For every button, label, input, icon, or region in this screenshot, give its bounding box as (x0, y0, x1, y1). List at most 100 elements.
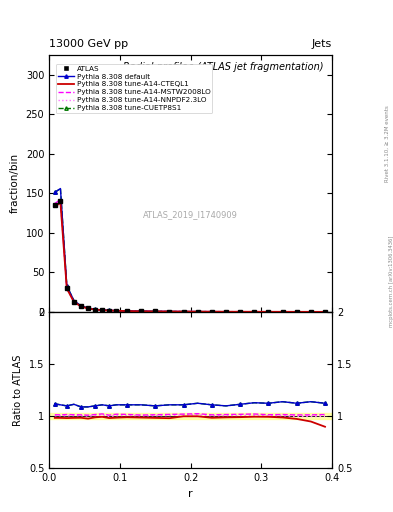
Bar (49, 413, 332, 419)
Text: ATLAS_2019_I1740909: ATLAS_2019_I1740909 (143, 210, 238, 219)
Text: Rivet 3.1.10, ≥ 3.2M events: Rivet 3.1.10, ≥ 3.2M events (385, 105, 389, 182)
Pythia 8.308 tune-A14-CTEQL1 (167, 308, 172, 314)
Pythia 8.308 tune-A14-MSTW2008LO (100, 307, 105, 313)
Pythia 8.308 tune-A14-MSTW2008LO (93, 307, 97, 313)
Pythia 8.308 tune-A14-MSTW2008LO (224, 309, 228, 315)
Pythia 8.308 default (294, 309, 299, 315)
Pythia 8.308 tune-A14-NNPDF2.3LO (72, 298, 76, 305)
Pythia 8.308 tune-CUETP8S1 (280, 309, 285, 315)
ATLAS (238, 309, 242, 315)
Pythia 8.308 tune-A14-MSTW2008LO (252, 309, 257, 315)
Pythia 8.308 tune-A14-CTEQL1 (238, 309, 242, 315)
Pythia 8.308 default (114, 308, 119, 314)
Pythia 8.308 tune-CUETP8S1 (139, 308, 143, 314)
Pythia 8.308 tune-A14-CTEQL1 (294, 309, 299, 315)
Pythia 8.308 tune-CUETP8S1 (153, 308, 158, 314)
Text: Jets: Jets (312, 38, 332, 49)
Pythia 8.308 tune-A14-CTEQL1 (72, 298, 76, 305)
Pythia 8.308 default (238, 309, 242, 315)
Pythia 8.308 tune-CUETP8S1 (309, 309, 313, 315)
Pythia 8.308 tune-A14-NNPDF2.3LO (52, 201, 57, 207)
Pythia 8.308 tune-A14-NNPDF2.3LO (195, 309, 200, 315)
ATLAS (309, 309, 313, 315)
Pythia 8.308 tune-CUETP8S1 (252, 309, 257, 315)
Pythia 8.308 tune-A14-NNPDF2.3LO (58, 197, 63, 203)
Pythia 8.308 tune-A14-CTEQL1 (181, 309, 186, 315)
Pythia 8.308 default (52, 189, 57, 196)
Pythia 8.308 tune-A14-NNPDF2.3LO (209, 309, 214, 315)
Pythia 8.308 tune-A14-NNPDF2.3LO (252, 309, 257, 315)
Pythia 8.308 tune-A14-NNPDF2.3LO (181, 309, 186, 315)
Pythia 8.308 tune-A14-NNPDF2.3LO (309, 309, 313, 315)
Legend: ATLAS, Pythia 8.308 default, Pythia 8.308 tune-A14-CTEQL1, Pythia 8.308 tune-A14: ATLAS, Pythia 8.308 default, Pythia 8.30… (55, 63, 213, 113)
Pythia 8.308 tune-A14-CTEQL1 (323, 309, 327, 315)
Pythia 8.308 tune-A14-MSTW2008LO (72, 298, 76, 305)
Line: Pythia 8.308 tune-A14-CTEQL1: Pythia 8.308 tune-A14-CTEQL1 (55, 203, 325, 312)
ATLAS (266, 309, 271, 315)
Pythia 8.308 tune-CUETP8S1 (209, 309, 214, 315)
Pythia 8.308 tune-A14-MSTW2008LO (294, 309, 299, 315)
Pythia 8.308 tune-A14-MSTW2008LO (323, 309, 327, 315)
Pythia 8.308 default (209, 309, 214, 315)
Pythia 8.308 default (72, 297, 76, 304)
Pythia 8.308 tune-CUETP8S1 (52, 189, 57, 196)
Pythia 8.308 tune-A14-CTEQL1 (64, 286, 69, 292)
Pythia 8.308 tune-A14-MSTW2008LO (86, 305, 90, 311)
Pythia 8.308 tune-A14-NNPDF2.3LO (79, 303, 83, 309)
Pythia 8.308 tune-A14-MSTW2008LO (195, 309, 200, 315)
Y-axis label: Ratio to ATLAS: Ratio to ATLAS (13, 354, 23, 426)
Pythia 8.308 default (224, 309, 228, 315)
ATLAS (252, 309, 257, 315)
ATLAS (58, 198, 63, 204)
Pythia 8.308 default (266, 309, 271, 315)
ATLAS (139, 308, 143, 314)
Pythia 8.308 tune-A14-MSTW2008LO (58, 197, 63, 203)
Pythia 8.308 tune-CUETP8S1 (224, 309, 228, 315)
Pythia 8.308 tune-CUETP8S1 (107, 307, 112, 313)
Pythia 8.308 default (167, 308, 172, 314)
ATLAS (167, 308, 172, 314)
Pythia 8.308 tune-A14-CTEQL1 (195, 309, 200, 315)
Pythia 8.308 tune-A14-NNPDF2.3LO (266, 309, 271, 315)
ATLAS (79, 303, 83, 309)
Pythia 8.308 default (153, 308, 158, 314)
Pythia 8.308 tune-CUETP8S1 (167, 308, 172, 314)
Pythia 8.308 tune-A14-CTEQL1 (93, 307, 97, 313)
ATLAS (181, 309, 186, 315)
Pythia 8.308 tune-A14-MSTW2008LO (266, 309, 271, 315)
Pythia 8.308 default (125, 308, 129, 314)
ATLAS (224, 309, 228, 315)
Pythia 8.308 default (86, 305, 90, 311)
Pythia 8.308 default (64, 283, 69, 289)
Pythia 8.308 tune-A14-CTEQL1 (139, 308, 143, 314)
Pythia 8.308 tune-CUETP8S1 (181, 308, 186, 314)
Pythia 8.308 default (100, 307, 105, 313)
Pythia 8.308 tune-A14-CTEQL1 (209, 309, 214, 315)
Pythia 8.308 tune-A14-NNPDF2.3LO (153, 308, 158, 314)
ATLAS (93, 307, 97, 313)
Pythia 8.308 tune-CUETP8S1 (93, 306, 97, 312)
Pythia 8.308 default (139, 308, 143, 314)
ATLAS (52, 202, 57, 208)
Pythia 8.308 tune-A14-NNPDF2.3LO (294, 309, 299, 315)
Pythia 8.308 tune-A14-NNPDF2.3LO (107, 307, 112, 313)
Pythia 8.308 tune-CUETP8S1 (114, 308, 119, 314)
Pythia 8.308 tune-A14-MSTW2008LO (79, 303, 83, 309)
ATLAS (86, 305, 90, 311)
Pythia 8.308 default (280, 309, 285, 315)
Pythia 8.308 tune-A14-MSTW2008LO (153, 308, 158, 314)
Pythia 8.308 tune-A14-MSTW2008LO (309, 309, 313, 315)
Pythia 8.308 tune-CUETP8S1 (125, 308, 129, 314)
Pythia 8.308 tune-A14-MSTW2008LO (167, 308, 172, 314)
Pythia 8.308 tune-A14-CTEQL1 (58, 200, 63, 206)
Pythia 8.308 tune-A14-CTEQL1 (100, 307, 105, 313)
Pythia 8.308 tune-CUETP8S1 (64, 283, 69, 289)
Pythia 8.308 tune-A14-NNPDF2.3LO (100, 307, 105, 313)
Pythia 8.308 tune-A14-NNPDF2.3LO (280, 309, 285, 315)
Line: Pythia 8.308 tune-A14-NNPDF2.3LO: Pythia 8.308 tune-A14-NNPDF2.3LO (55, 200, 325, 312)
Pythia 8.308 tune-A14-CTEQL1 (153, 308, 158, 314)
Pythia 8.308 tune-A14-NNPDF2.3LO (238, 309, 242, 315)
ATLAS (323, 309, 327, 315)
Pythia 8.308 tune-A14-NNPDF2.3LO (139, 308, 143, 314)
Pythia 8.308 tune-A14-NNPDF2.3LO (93, 307, 97, 313)
